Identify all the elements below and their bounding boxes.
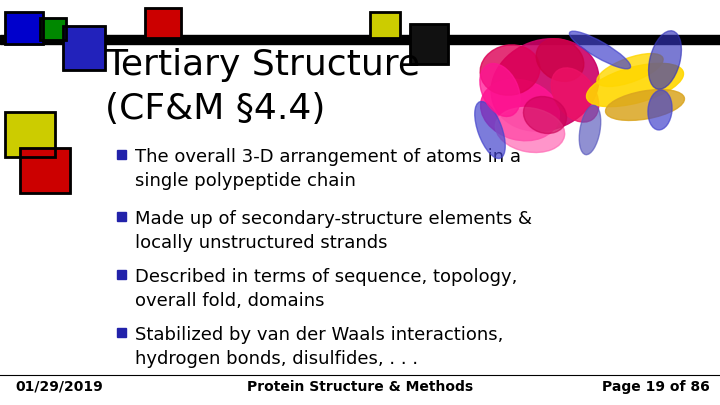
Ellipse shape bbox=[597, 53, 663, 86]
Ellipse shape bbox=[480, 64, 520, 117]
Text: 01/29/2019: 01/29/2019 bbox=[15, 380, 103, 394]
Text: (CF&M §4.4): (CF&M §4.4) bbox=[105, 92, 325, 126]
Ellipse shape bbox=[474, 102, 505, 158]
Bar bbox=[20, 148, 70, 193]
Text: Stabilized by van der Waals interactions,
hydrogen bonds, disulfides, . . .: Stabilized by van der Waals interactions… bbox=[135, 326, 503, 368]
Text: Page 19 of 86: Page 19 of 86 bbox=[602, 380, 710, 394]
Bar bbox=[145, 8, 181, 38]
Bar bbox=[145, 8, 181, 38]
Bar bbox=[410, 24, 448, 64]
Ellipse shape bbox=[579, 105, 600, 155]
Ellipse shape bbox=[648, 90, 672, 130]
Ellipse shape bbox=[570, 31, 631, 69]
Bar bbox=[5, 112, 55, 157]
Bar bbox=[117, 270, 126, 279]
Ellipse shape bbox=[587, 63, 683, 107]
Bar bbox=[40, 18, 66, 40]
Bar bbox=[0, 35, 720, 44]
Bar bbox=[20, 148, 70, 193]
Ellipse shape bbox=[480, 45, 540, 95]
Ellipse shape bbox=[491, 39, 599, 131]
Bar bbox=[370, 12, 400, 38]
Ellipse shape bbox=[536, 38, 584, 81]
Bar bbox=[370, 12, 400, 38]
Text: Described in terms of sequence, topology,
overall fold, domains: Described in terms of sequence, topology… bbox=[135, 268, 518, 310]
Text: Tertiary Structure: Tertiary Structure bbox=[105, 48, 420, 82]
Bar bbox=[117, 150, 126, 159]
Ellipse shape bbox=[606, 90, 685, 120]
Text: The overall 3-D arrangement of atoms in a
single polypeptide chain: The overall 3-D arrangement of atoms in … bbox=[135, 148, 521, 190]
Bar bbox=[5, 12, 43, 44]
Ellipse shape bbox=[552, 68, 599, 122]
Bar bbox=[63, 26, 105, 70]
Bar bbox=[63, 26, 105, 70]
Bar bbox=[117, 328, 126, 337]
Ellipse shape bbox=[480, 79, 559, 141]
Bar bbox=[40, 18, 66, 40]
Bar bbox=[5, 112, 55, 157]
Bar bbox=[410, 24, 448, 64]
Ellipse shape bbox=[495, 107, 564, 153]
Bar bbox=[5, 12, 43, 44]
Text: Made up of secondary-structure elements &
locally unstructured strands: Made up of secondary-structure elements … bbox=[135, 210, 532, 252]
Bar bbox=[117, 212, 126, 221]
Ellipse shape bbox=[649, 31, 681, 89]
Ellipse shape bbox=[523, 96, 567, 134]
Text: Protein Structure & Methods: Protein Structure & Methods bbox=[247, 380, 473, 394]
